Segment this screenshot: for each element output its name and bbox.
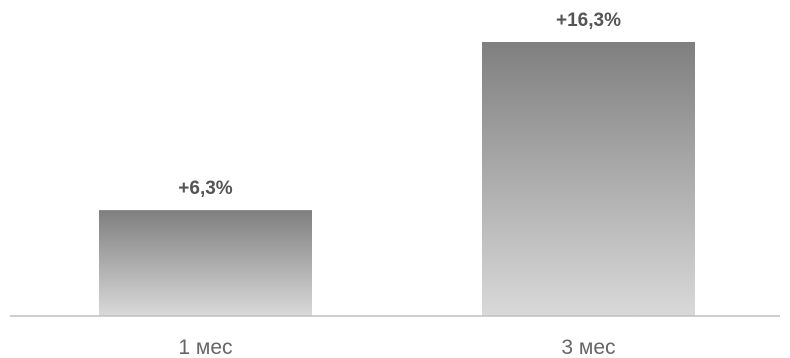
- category-label-1: 1 мес: [178, 336, 232, 358]
- labels-layer: +6,3% 1 мес +16,3% 3 мес: [178, 10, 621, 358]
- bar-1: [99, 210, 312, 316]
- bar-2: [482, 42, 695, 316]
- category-label-2: 3 мес: [561, 336, 615, 358]
- bars-layer: [99, 42, 695, 316]
- value-label-1: +6,3%: [178, 178, 233, 199]
- value-label-2: +16,3%: [556, 10, 621, 31]
